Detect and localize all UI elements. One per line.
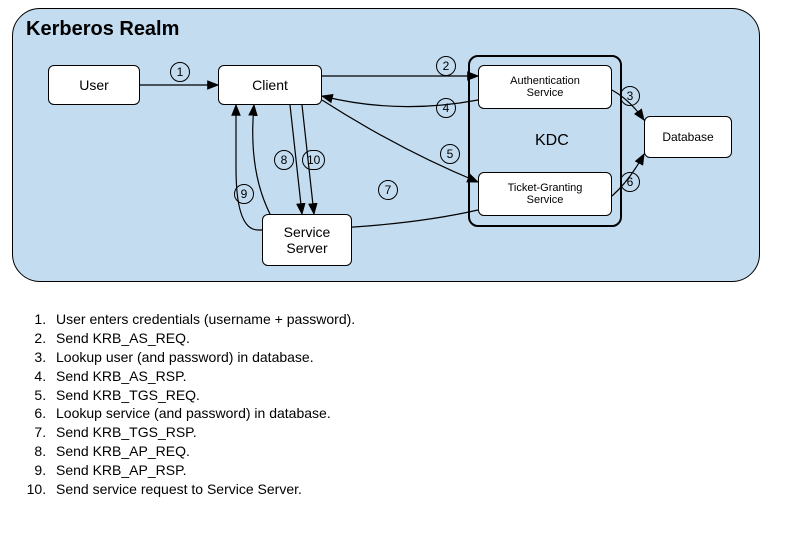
step-badge-9: 9 — [234, 184, 254, 204]
step-badge-10: 10 — [302, 150, 325, 170]
node-label: User — [79, 77, 109, 93]
legend-item: Send KRB_AP_RSP. — [50, 461, 355, 480]
legend-item: Send service request to Service Server. — [50, 480, 355, 499]
node-auth: Authentication Service — [478, 65, 612, 109]
realm-title: Kerberos Realm — [26, 18, 179, 41]
step-badge-7: 7 — [378, 180, 398, 200]
node-label: Client — [252, 77, 288, 93]
legend-item: Send KRB_AP_REQ. — [50, 442, 355, 461]
legend-item: Send KRB_AS_RSP. — [50, 367, 355, 386]
step-badge-4: 4 — [436, 98, 456, 118]
node-db: Database — [644, 116, 732, 158]
node-user: User — [48, 65, 140, 105]
step-badge-5: 5 — [440, 144, 460, 164]
legend-item: Send KRB_TGS_REQ. — [50, 386, 355, 405]
legend-item: Lookup user (and password) in database. — [50, 348, 355, 367]
step-badge-2: 2 — [436, 56, 456, 76]
step-badge-3: 3 — [620, 86, 640, 106]
legend-item: Send KRB_TGS_RSP. — [50, 423, 355, 442]
node-label: Authentication Service — [510, 75, 580, 99]
node-client: Client — [218, 65, 322, 105]
node-svc: Service Server — [262, 214, 352, 266]
step-badge-1: 1 — [170, 62, 190, 82]
node-label: Service Server — [284, 224, 331, 256]
legend-item: Send KRB_AS_REQ. — [50, 329, 355, 348]
node-tgs: Ticket-Granting Service — [478, 172, 612, 216]
legend: User enters credentials (username + pass… — [18, 310, 355, 499]
kdc-label: KDC — [535, 132, 569, 150]
node-label: Database — [662, 130, 713, 144]
step-badge-8: 8 — [274, 150, 294, 170]
legend-item: Lookup service (and password) in databas… — [50, 404, 355, 423]
node-label: Ticket-Granting Service — [508, 182, 583, 206]
step-badge-6: 6 — [620, 172, 640, 192]
legend-item: User enters credentials (username + pass… — [50, 310, 355, 329]
legend-list: User enters credentials (username + pass… — [18, 310, 355, 499]
